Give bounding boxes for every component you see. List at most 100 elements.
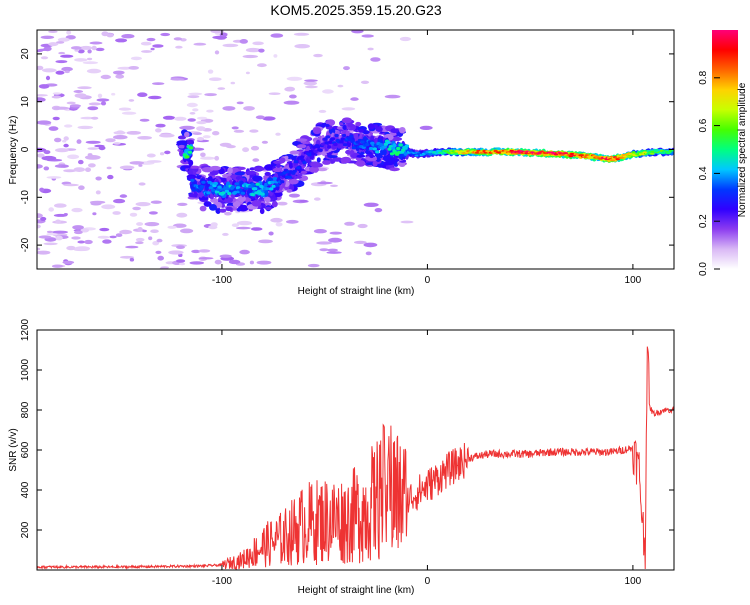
noise-blob — [329, 231, 342, 235]
noise-blob — [261, 140, 268, 144]
noise-blob — [46, 176, 62, 179]
noise-blob — [242, 54, 258, 59]
noise-blob — [53, 106, 70, 110]
ridge-blob — [579, 154, 585, 157]
ridge-scatter-blob — [276, 163, 281, 168]
y-tick-label: 400 — [20, 481, 31, 498]
noise-blob — [137, 136, 153, 140]
ridge-scatter-blob — [215, 207, 221, 214]
noise-blob — [197, 116, 208, 120]
noise-blob — [78, 159, 84, 165]
ridge-blob — [479, 151, 485, 154]
ridge-blob — [671, 149, 674, 152]
noise-blob — [186, 102, 198, 108]
spectrogram-y-axis-label: Frequency (Hz) — [8, 116, 19, 185]
noise-blob — [71, 236, 81, 240]
ridge-blob — [434, 152, 439, 155]
ridge-blob — [372, 147, 377, 151]
noise-blob — [150, 200, 162, 204]
ridge-blob — [378, 143, 384, 147]
ridge-blob — [213, 181, 218, 186]
noise-blob — [198, 257, 214, 260]
noise-blob — [252, 158, 260, 162]
colorbar-tick-label: 0.8 — [698, 70, 709, 84]
colorbar: 0.0 0.2 0.4 0.6 0.8 Normalized spectral ampl… — [698, 30, 748, 276]
noise-blob — [152, 241, 160, 246]
noise-blob — [179, 125, 196, 130]
noise-blob — [189, 261, 205, 265]
noise-blob — [63, 169, 77, 173]
noise-blob — [63, 124, 73, 128]
noise-blob — [48, 30, 58, 33]
y-tick-label: 1200 — [20, 318, 31, 341]
noise-blob — [236, 226, 251, 230]
ridge-blob — [248, 184, 253, 189]
ridge-blob — [553, 153, 559, 156]
noise-blob — [37, 164, 43, 169]
noise-blob — [285, 219, 299, 224]
noise-blob — [101, 31, 109, 37]
noise-blob — [141, 50, 153, 53]
noise-blob — [289, 94, 297, 99]
ridge-blob — [511, 152, 517, 155]
noise-blob — [148, 95, 162, 100]
noise-blob — [41, 68, 57, 73]
noise-blob — [236, 101, 244, 105]
noise-blob — [52, 116, 60, 121]
ridge-blob — [250, 193, 255, 197]
ridge-scatter-blob — [398, 161, 406, 167]
y-tick-label: 10 — [20, 96, 31, 108]
ridge-scatter-blob — [183, 165, 191, 169]
ridge-blob — [458, 150, 464, 153]
noise-blob — [258, 48, 265, 53]
ridge-blob — [271, 184, 276, 188]
noise-blob — [118, 107, 132, 111]
ridge-blob — [325, 135, 331, 139]
ridge-blob — [313, 149, 318, 154]
noise-blob — [209, 77, 222, 81]
ridge-scatter-blob — [347, 122, 354, 128]
noise-blob — [275, 132, 281, 136]
noise-blob — [160, 152, 165, 156]
noise-blob — [146, 37, 156, 42]
noise-blob — [116, 130, 125, 135]
noise-blob — [57, 37, 70, 42]
noise-blob — [121, 111, 137, 115]
colorbar-tick-label: 0.2 — [698, 214, 709, 228]
ridge-scatter-blob — [227, 167, 233, 175]
ridge-scatter-blob — [187, 170, 194, 176]
noise-blob — [80, 228, 90, 233]
noise-blob — [70, 46, 82, 50]
noise-blob — [84, 239, 93, 245]
ridge-scatter-blob — [251, 176, 262, 181]
noise-blob — [139, 118, 150, 122]
noise-blob — [55, 41, 65, 44]
noise-blob — [313, 53, 323, 58]
ridge-scatter-blob — [203, 201, 212, 207]
ridge-scatter-blob — [328, 127, 336, 135]
ridge-blob — [315, 145, 321, 149]
ridge-scatter-blob — [339, 122, 344, 126]
noise-blob — [314, 197, 321, 201]
ridge-blob — [311, 152, 316, 156]
y-tick-label: -20 — [20, 237, 31, 252]
noise-blob — [63, 213, 68, 216]
noise-blob — [313, 229, 327, 234]
noise-blob — [140, 41, 152, 46]
ridge-scatter-blob — [300, 170, 308, 174]
y-tick-label: 800 — [20, 401, 31, 418]
ridge-blob — [260, 192, 265, 196]
noise-blob — [214, 259, 222, 265]
noise-blob — [80, 116, 95, 120]
ridge-scatter-blob — [237, 166, 246, 170]
noise-blob — [126, 131, 141, 135]
ridge-blob — [626, 155, 631, 158]
noise-blob — [293, 32, 310, 36]
ridge-blob — [200, 185, 205, 189]
noise-blob — [89, 41, 103, 45]
noise-blob — [262, 116, 276, 121]
noise-blob — [187, 95, 200, 99]
snr-y-axis-label: SNR (v/v) — [8, 428, 19, 471]
noise-blob — [74, 230, 83, 235]
